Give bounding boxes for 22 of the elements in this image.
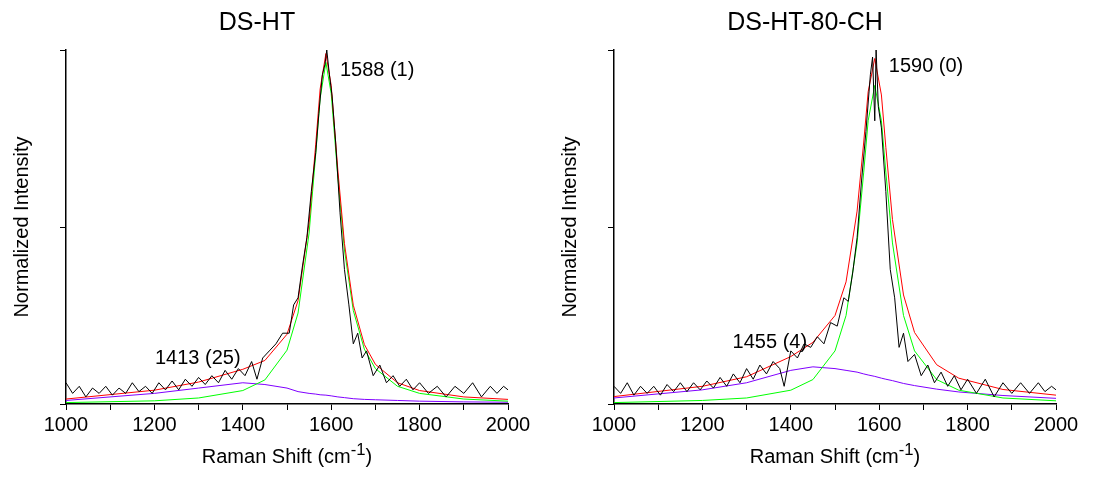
annotation: 1588 (1) [339, 57, 415, 80]
x-tick-label: 1600 [856, 412, 902, 435]
x-tick-label: 1200 [132, 412, 177, 435]
x-tick-label: 2000 [485, 412, 531, 435]
annotation: 1455 (4) [732, 330, 808, 353]
x-axis-title: Raman Shift (cm$^{-1}$) [201, 440, 373, 468]
y-axis-title: Normalized Intensity [9, 136, 32, 318]
x-tick-label: 1600 [308, 412, 354, 435]
x-tick-label: 1400 [768, 412, 814, 435]
x-tick-label: 1400 [220, 412, 266, 435]
y-axis-title: Normalized Intensity [557, 136, 580, 318]
chart-title: DS-HT-80-CH [727, 6, 883, 35]
chart-title: DS-HT [218, 6, 296, 35]
x-tick-label: 1800 [945, 412, 990, 435]
x-tick-label: 1000 [591, 412, 637, 435]
x-tick-label: 1000 [43, 412, 89, 435]
annotation: 1413 (25) [154, 346, 241, 369]
annotation: 1590 (0) [888, 54, 964, 77]
x-tick-label: 1800 [397, 412, 442, 435]
x-tick-label: 2000 [1033, 412, 1079, 435]
x-tick-label: 1200 [680, 412, 725, 435]
x-axis-title: Raman Shift (cm$^{-1}$) [749, 440, 921, 468]
